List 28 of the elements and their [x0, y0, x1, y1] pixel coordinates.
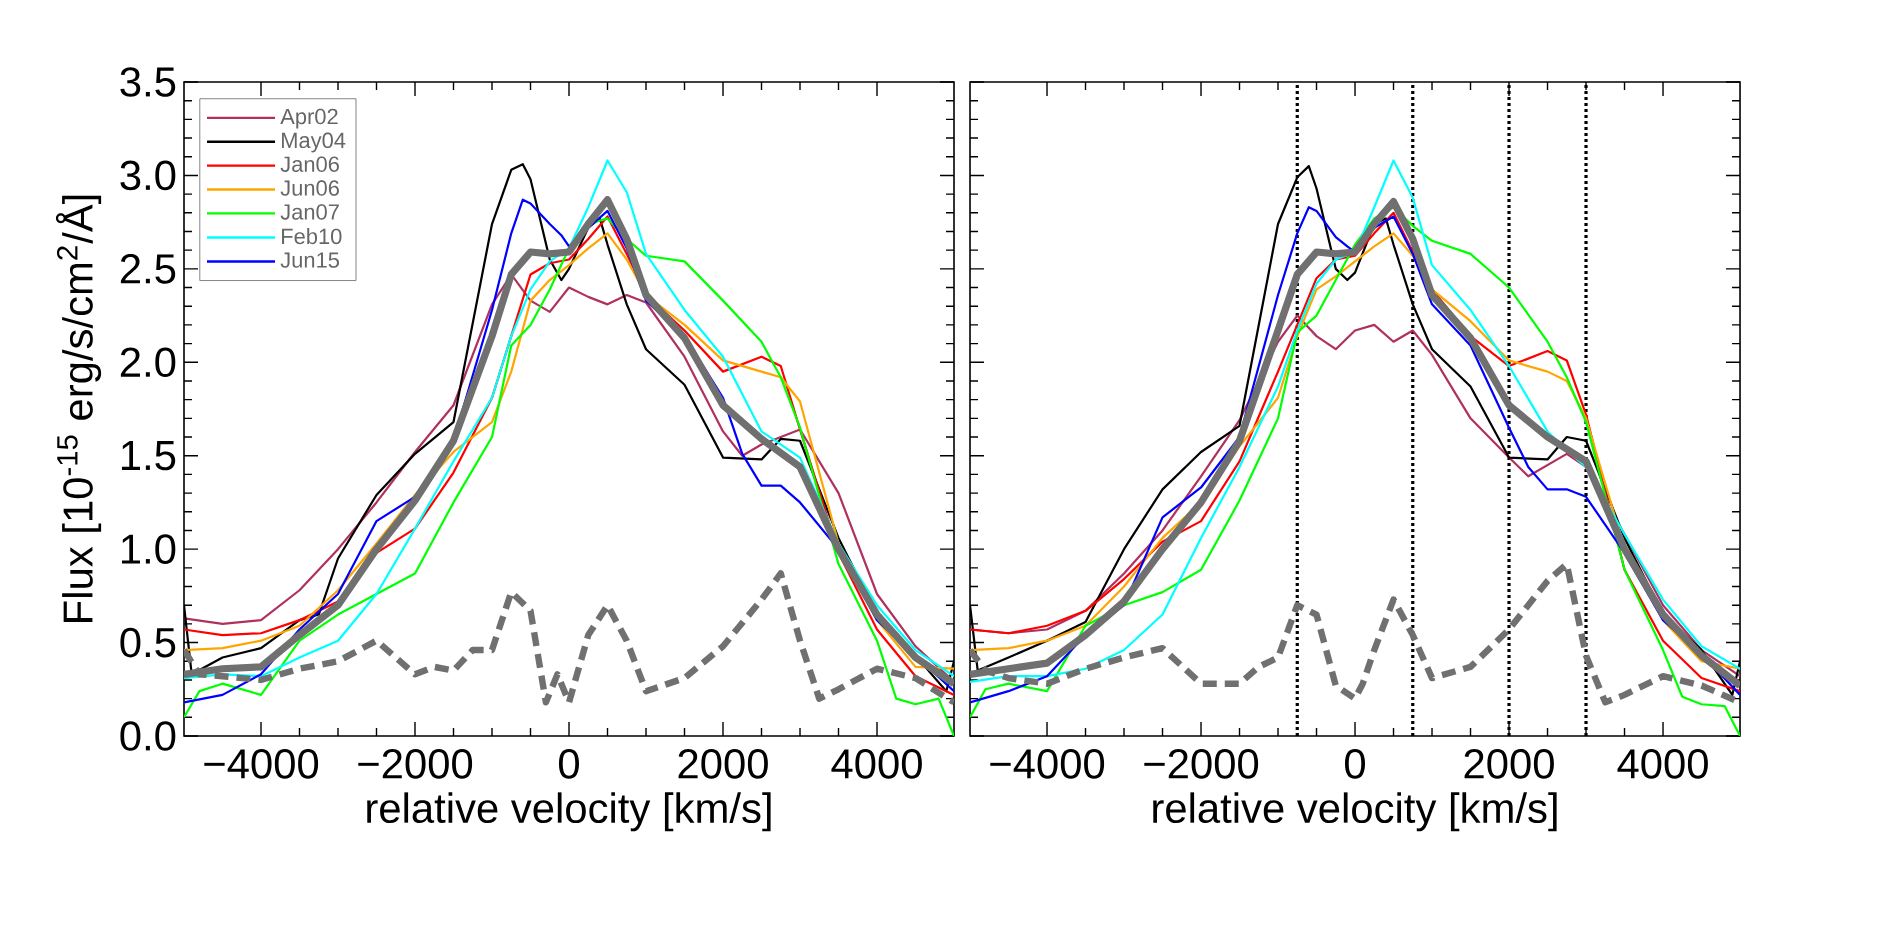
legend-label: Jan06: [280, 156, 339, 172]
x-tick-label: −4000: [990, 749, 1105, 779]
legend-label: May04: [282, 132, 346, 153]
x-tick-label: 0: [558, 749, 579, 779]
x-tick-label: 2000: [678, 749, 768, 779]
x-tick-label: −4000: [204, 749, 319, 779]
y-tick-label: 2.5: [120, 254, 176, 284]
x-tick-label: 4000: [1617, 749, 1708, 779]
x-tick-label: −2000: [1144, 749, 1259, 779]
legend-label: Jun06: [280, 180, 339, 196]
y-axis-title: Flux [10$^{-15}$ erg/s/cm$^{2}$/Å]: [55, 195, 102, 622]
y-tick-label: 1.0: [121, 534, 176, 564]
y-tick-label: 1.5: [121, 441, 176, 471]
x-tick-label: 2000: [1464, 749, 1554, 779]
x-axis-title: relative velocity [km/s]: [1153, 792, 1557, 832]
x-tick-label: −2000: [358, 749, 473, 779]
legend-label: Jan07: [280, 204, 339, 220]
x-tick-label: 4000: [831, 749, 922, 779]
legend-label: Apr02: [280, 108, 338, 129]
x-tick-label: 0: [1345, 749, 1366, 779]
legend-label: Jun15: [280, 252, 339, 268]
y-tick-label: 0.0: [120, 721, 176, 751]
y-tick-label: 3.0: [120, 160, 176, 191]
y-tick-label: 3.5: [120, 67, 176, 97]
x-axis-title: relative velocity [km/s]: [367, 792, 771, 832]
y-tick-label: 0.5: [120, 627, 176, 658]
y-tick-label: 2.0: [120, 347, 176, 378]
legend-label: Feb10: [282, 228, 342, 245]
